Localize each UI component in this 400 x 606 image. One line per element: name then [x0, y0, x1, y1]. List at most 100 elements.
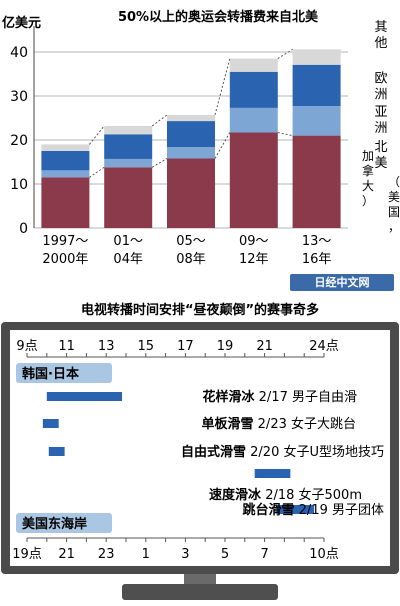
- event-bar: [48, 447, 65, 456]
- tv-stand: [122, 584, 278, 600]
- legend-entry: 加拿大）: [362, 149, 374, 208]
- top-axis-label: 17: [177, 339, 194, 354]
- bar-segment: [167, 114, 215, 122]
- legend-char: 洲: [374, 121, 387, 136]
- bar-segment: [41, 144, 90, 151]
- bottom-axis-label: 3: [181, 547, 189, 562]
- legend-char: 大: [362, 179, 374, 193]
- bar-segment: [292, 106, 341, 136]
- event-bar: [42, 419, 59, 428]
- event-row: 自由式滑雪 2/20 女子U型场地技巧: [48, 444, 384, 460]
- event-sport: 跳台滑雪: [243, 502, 295, 518]
- top-axis-label: 13: [98, 339, 115, 354]
- region-label-us-east: 美国东海岸: [22, 516, 87, 532]
- event-bar: [46, 392, 123, 401]
- legend-char: 北: [374, 140, 387, 155]
- legend-char: 欧: [374, 71, 387, 86]
- legend-char: 洲: [374, 87, 387, 102]
- bar-segment: [41, 170, 90, 178]
- y-tick-label: 20: [10, 133, 28, 149]
- x-tick-label: 08年: [176, 252, 206, 267]
- bar-segment: [229, 71, 278, 108]
- event-detail: 2/20 女子U型场地技巧: [246, 444, 384, 460]
- bar-segment: [167, 158, 215, 228]
- bar-segment: [104, 158, 153, 168]
- bar-segment: [292, 135, 341, 228]
- event-sport: 单板滑雪: [202, 416, 254, 432]
- event-detail: 2/19 男子团体: [295, 503, 384, 518]
- legend-char: 亚: [374, 105, 387, 120]
- legend-char: 美: [374, 156, 387, 171]
- legend-char: 拿: [362, 163, 374, 178]
- bottom-axis-label: 1: [142, 547, 150, 562]
- bar-segment: [167, 147, 215, 159]
- bar-segment: [41, 151, 90, 171]
- x-tick-label: 2000年: [42, 252, 88, 267]
- event-detail: 2/17 男子自由滑: [255, 390, 357, 405]
- event-detail: 2/18 女子500m: [261, 487, 362, 503]
- legend-entry: （美国，: [388, 175, 400, 234]
- tv-neck: [184, 574, 216, 584]
- bar-segment: [104, 125, 153, 135]
- legend-char: 加: [362, 149, 374, 163]
- connector-line: [151, 158, 168, 168]
- bar-segment: [229, 132, 278, 228]
- bar-segment: [292, 49, 341, 65]
- legend-entry: 欧洲: [374, 71, 387, 102]
- y-tick-label: 40: [10, 45, 28, 61]
- connector-line: [277, 132, 293, 137]
- bar-segment: [167, 121, 215, 148]
- legend-entry: 北美: [374, 140, 387, 171]
- bar-chart: 亿美元 50%以上的奥运会转播费来自北美 0 10 20 30 40 1997～ 2000…: [2, 9, 400, 267]
- bottom-axis-label: 7: [260, 547, 268, 562]
- event-label: 花样滑冰 2/17 男子自由滑: [203, 389, 357, 405]
- top-axis-label: 19: [217, 339, 234, 354]
- growth-connectors: [89, 48, 293, 178]
- legend-char: 美: [388, 190, 400, 204]
- event-bar: [254, 469, 291, 478]
- x-tick-labels: 1997～ 2000年 01～ 04年 05～ 08年 09～ 12年 13～ 16年: [42, 234, 331, 267]
- x-tick-label: 1997～: [42, 234, 88, 249]
- x-tick-label: 13～: [302, 234, 332, 249]
- bar-segment: [292, 64, 341, 107]
- chart-title: 50%以上的奥运会转播费来自北美: [118, 9, 319, 25]
- connector-line: [151, 114, 168, 127]
- y-tick-label: 30: [10, 89, 28, 105]
- x-tick-label: 04年: [113, 252, 143, 267]
- event-detail: 2/23 女子大跳台: [254, 416, 356, 432]
- x-tick-label: 01～: [113, 234, 143, 249]
- legend-entry: 亚洲: [374, 105, 387, 136]
- y-tick-label: 10: [10, 177, 28, 193]
- legend-char: 他: [374, 36, 387, 51]
- event-row: 跳台滑雪 2/19 男子团体: [243, 502, 384, 518]
- bottom-axis-label: 23: [98, 547, 115, 562]
- region-label-korea-japan: 韩国·日本: [22, 366, 79, 382]
- connector-line: [89, 166, 105, 178]
- bottom-axis-label: 19点: [12, 547, 42, 562]
- x-tick-label: 16年: [302, 252, 332, 267]
- timeline-title: 电视转播时间安排“昼夜颠倒”的赛事奇多: [81, 302, 319, 318]
- event-bar: [276, 505, 315, 514]
- bar-segment: [104, 134, 153, 159]
- connector-line: [214, 132, 231, 159]
- event-label: 单板滑雪 2/23 女子大跳台: [202, 416, 356, 432]
- top-axis-label: 9点: [16, 339, 37, 354]
- y-tick-labels: 0 10 20 30 40: [10, 45, 28, 237]
- event-sport: 速度滑冰: [209, 487, 262, 503]
- x-tick-label: 12年: [239, 252, 269, 267]
- legend-char: ）: [362, 194, 374, 208]
- x-tick-label: 09～: [239, 234, 269, 249]
- y-tick-label: 0: [19, 221, 28, 237]
- bottom-axis-label: 21: [58, 547, 75, 562]
- event-label: 跳台滑雪 2/19 男子团体: [243, 502, 384, 518]
- event-sport: 自由式滑雪: [181, 444, 246, 460]
- connector-line: [277, 48, 293, 60]
- bar-segment: [41, 177, 90, 228]
- event-row: 花样滑冰 2/17 男子自由滑: [46, 389, 357, 405]
- legend-char: 国: [388, 205, 400, 219]
- top-axis-label: 21: [256, 339, 273, 354]
- bar-segment: [229, 58, 278, 72]
